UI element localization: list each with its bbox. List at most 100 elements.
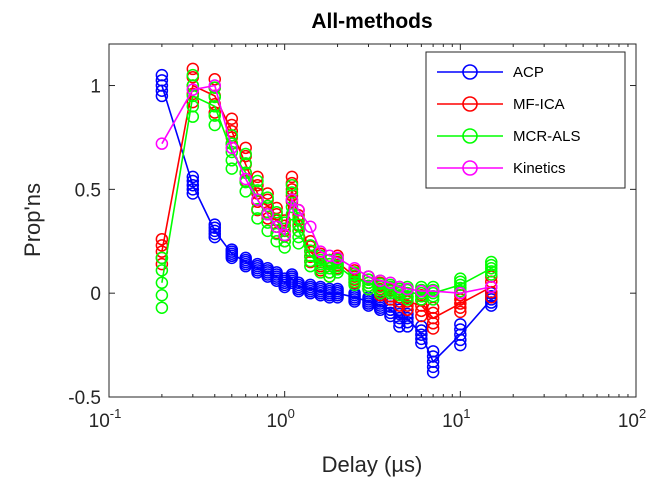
legend-label: MCR-ALS bbox=[513, 128, 581, 145]
data-point bbox=[401, 299, 414, 312]
data-point bbox=[186, 178, 200, 192]
legend-item: ACP bbox=[437, 64, 544, 81]
data-point bbox=[239, 141, 252, 155]
y-axis-label: Prop'ns bbox=[20, 183, 45, 257]
legend-item: MF-ICA bbox=[437, 96, 565, 113]
data-point bbox=[362, 282, 375, 296]
data-point bbox=[415, 284, 428, 298]
x-axis-label: Delay (µs) bbox=[322, 452, 423, 477]
data-point bbox=[186, 170, 200, 184]
data-point bbox=[239, 175, 252, 189]
data-point bbox=[270, 205, 283, 219]
series-kinetics bbox=[155, 79, 498, 300]
data-point bbox=[426, 350, 440, 363]
data-point bbox=[415, 324, 428, 337]
data-point bbox=[384, 306, 397, 320]
data-point bbox=[285, 178, 299, 192]
data-point bbox=[292, 218, 305, 231]
data-point bbox=[415, 332, 428, 346]
data-point bbox=[225, 141, 239, 155]
data-point bbox=[393, 280, 406, 294]
y-tick-label: -0.5 bbox=[68, 388, 101, 409]
data-point bbox=[208, 224, 222, 238]
data-point bbox=[401, 311, 414, 325]
y-tick-label: 1 bbox=[90, 77, 101, 98]
data-point bbox=[208, 218, 222, 231]
data-point bbox=[225, 112, 239, 126]
data-point bbox=[155, 232, 169, 246]
data-point bbox=[251, 174, 264, 188]
data-point bbox=[426, 280, 440, 294]
data-point bbox=[186, 174, 200, 188]
chart-title: All-methods bbox=[311, 10, 432, 33]
data-point bbox=[251, 193, 264, 206]
data-point bbox=[239, 251, 252, 265]
data-point bbox=[155, 289, 169, 302]
data-point bbox=[155, 137, 169, 150]
data-point bbox=[270, 220, 283, 233]
x-tick-label: 101 bbox=[442, 406, 470, 432]
data-point bbox=[186, 62, 200, 76]
data-point bbox=[186, 83, 200, 96]
x-tick-labels: 10-1 100 101 102 bbox=[89, 406, 647, 432]
data-point bbox=[454, 323, 467, 336]
legend-item: MCR-ALS bbox=[437, 128, 581, 145]
legend-label: ACP bbox=[513, 64, 544, 81]
data-point bbox=[251, 257, 264, 271]
data-point bbox=[155, 276, 169, 290]
data-point bbox=[485, 265, 498, 278]
legend-item: Kinetics bbox=[437, 160, 566, 177]
data-point bbox=[155, 264, 169, 277]
data-point bbox=[348, 275, 361, 289]
data-point bbox=[292, 224, 305, 238]
data-point bbox=[323, 266, 336, 279]
data-point bbox=[485, 258, 498, 272]
data-point bbox=[208, 221, 222, 235]
data-point bbox=[225, 124, 239, 138]
data-point bbox=[225, 243, 239, 256]
data-point bbox=[239, 185, 252, 198]
data-point bbox=[155, 257, 169, 271]
legend-marker bbox=[462, 96, 478, 112]
legend-marker bbox=[462, 64, 478, 80]
data-point bbox=[239, 147, 252, 161]
data-point bbox=[331, 266, 344, 279]
data-point bbox=[239, 157, 252, 170]
data-point bbox=[186, 68, 200, 82]
data-point bbox=[426, 293, 440, 306]
series-line bbox=[161, 85, 492, 364]
data-point bbox=[362, 273, 375, 286]
series-line bbox=[161, 84, 492, 295]
data-point bbox=[454, 278, 467, 292]
data-point bbox=[270, 235, 283, 248]
data-point bbox=[292, 230, 305, 244]
data-point bbox=[285, 193, 299, 206]
data-point bbox=[251, 170, 264, 184]
legend-label: Kinetics bbox=[513, 160, 566, 177]
data-point bbox=[304, 239, 317, 252]
data-point bbox=[285, 170, 299, 184]
data-point bbox=[401, 282, 414, 296]
data-point bbox=[278, 272, 291, 285]
data-point bbox=[415, 328, 428, 341]
y-tick-label: 0 bbox=[90, 284, 101, 305]
x-tick-label: 10-1 bbox=[89, 406, 122, 432]
data-point bbox=[426, 306, 440, 320]
data-marks bbox=[155, 62, 498, 379]
data-point bbox=[485, 262, 498, 275]
data-point bbox=[454, 286, 467, 300]
data-point bbox=[426, 284, 440, 298]
data-point bbox=[323, 253, 336, 267]
data-point bbox=[362, 279, 375, 293]
data-point bbox=[278, 241, 291, 254]
data-point bbox=[251, 212, 264, 225]
axis-ticks bbox=[108, 44, 637, 398]
data-point bbox=[155, 74, 169, 87]
y-tick-labels: -0.5 0 0.5 1 bbox=[68, 77, 101, 409]
legend: ACP MF-ICA MCR-ALS Kinetics bbox=[425, 51, 626, 189]
data-point bbox=[454, 305, 467, 319]
data-point bbox=[415, 293, 428, 306]
data-point bbox=[401, 290, 414, 303]
data-point bbox=[292, 276, 305, 290]
